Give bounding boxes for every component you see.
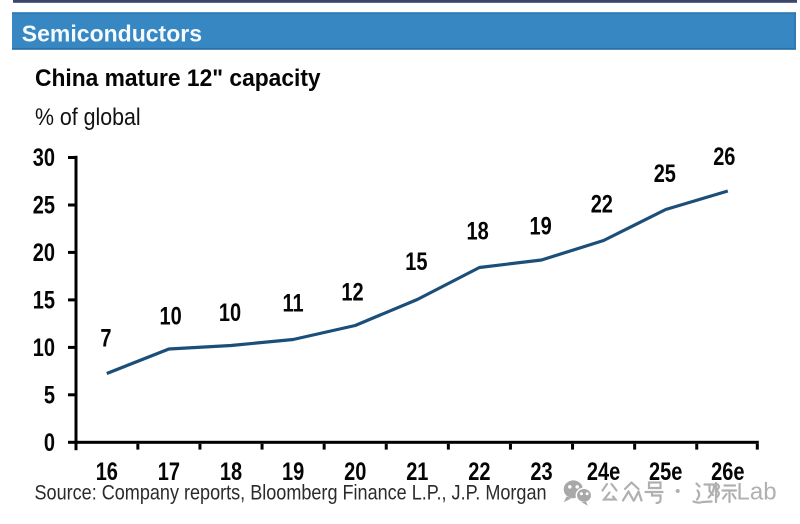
svg-text:19: 19	[529, 212, 551, 240]
svg-text:17: 17	[158, 458, 180, 486]
svg-text:Lab: Lab	[737, 479, 777, 506]
svg-text:21: 21	[406, 458, 428, 486]
svg-text:10: 10	[33, 334, 55, 362]
svg-text:16: 16	[96, 458, 118, 486]
svg-text:20: 20	[33, 239, 55, 267]
svg-text:25e: 25e	[649, 458, 682, 486]
svg-text:11: 11	[282, 289, 303, 317]
svg-text:Source: Company reports, Bloom: Source: Company reports, Bloomberg Finan…	[35, 481, 547, 505]
svg-text:30: 30	[33, 144, 55, 172]
svg-text:25: 25	[33, 192, 55, 220]
svg-text:26e: 26e	[711, 458, 744, 486]
svg-text:15: 15	[33, 287, 55, 315]
svg-text:25: 25	[654, 160, 676, 188]
svg-text:26: 26	[713, 143, 735, 171]
svg-text:18: 18	[220, 458, 242, 486]
svg-text:Semiconductors: Semiconductors	[22, 21, 202, 47]
svg-text:24e: 24e	[587, 458, 620, 486]
svg-text:7: 7	[100, 324, 111, 352]
svg-text:0: 0	[44, 429, 55, 457]
svg-text:10: 10	[219, 299, 241, 327]
svg-text:23: 23	[530, 458, 552, 486]
svg-text:5: 5	[44, 381, 55, 409]
svg-text:22: 22	[468, 458, 490, 486]
svg-text:22: 22	[591, 190, 613, 218]
svg-text:19: 19	[282, 458, 304, 486]
svg-text:18: 18	[466, 217, 488, 245]
svg-text:12: 12	[341, 278, 363, 306]
svg-text:China mature 12" capacity: China mature 12" capacity	[35, 64, 321, 91]
svg-text:15: 15	[405, 248, 427, 276]
svg-text:10: 10	[159, 302, 181, 330]
svg-text:% of global: % of global	[35, 103, 141, 130]
svg-text:20: 20	[344, 458, 366, 486]
